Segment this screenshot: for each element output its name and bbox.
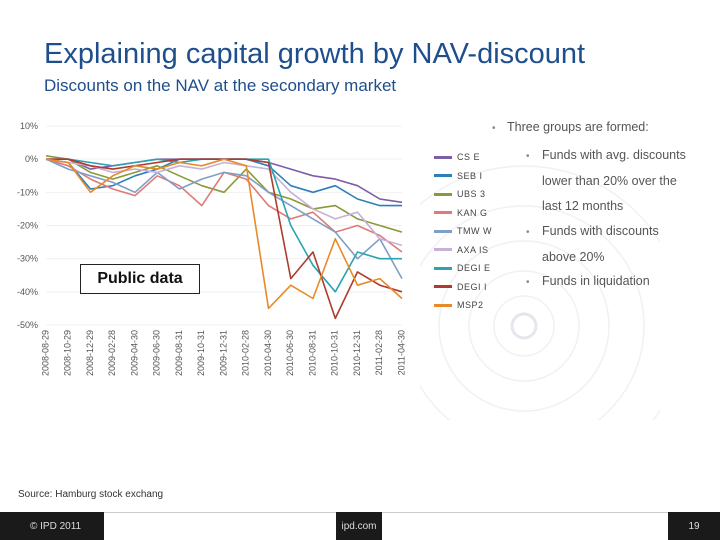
decorative-circles xyxy=(420,165,660,420)
series-line-tmw-w xyxy=(45,158,403,279)
slide-subtitle: Discounts on the NAV at the secondary ma… xyxy=(44,76,397,95)
legend-label: DEGI E xyxy=(457,263,491,273)
legend-label: AXA IS xyxy=(457,244,489,255)
bullet-dot: • xyxy=(526,227,530,238)
bullet-group1-line3: last 12 months xyxy=(542,199,624,213)
legend-item: TMW W xyxy=(434,224,492,238)
series-line-ubs-3 xyxy=(45,155,403,233)
legend-label: TMW W xyxy=(457,226,492,236)
legend-swatch xyxy=(434,303,452,307)
x-tick-label: 2010-02-28 xyxy=(241,330,251,376)
footer-url[interactable]: ipd.com xyxy=(336,512,382,540)
series-line-msp2 xyxy=(45,158,403,310)
series-line-cs-e xyxy=(46,158,403,204)
y-tick-label: -40% xyxy=(17,287,38,297)
x-tick-label: 2010-06-30 xyxy=(285,330,295,376)
legend-label: KAN G xyxy=(457,207,488,218)
x-tick-label: 2010-12-31 xyxy=(352,330,362,376)
x-tick-label: 2009-12-31 xyxy=(218,330,228,376)
x-tick-label: 2009-10-31 xyxy=(196,330,206,376)
slide-title: Explaining capital growth by NAV-discoun… xyxy=(44,38,586,70)
footer-copyright: © IPD 2011 xyxy=(0,512,104,540)
public-data-label: Public data xyxy=(80,264,200,294)
legend-item: UBS 3 xyxy=(434,187,486,201)
legend-swatch xyxy=(434,266,452,270)
legend-swatch xyxy=(434,285,452,288)
legend-swatch xyxy=(434,192,452,196)
x-tick-label: 2011-02-28 xyxy=(374,330,384,375)
bullet-group2-line2: above 20% xyxy=(542,250,605,264)
bullet-group1-line2: lower than 20% over the xyxy=(542,174,677,188)
x-tick-label: 2009-02-28 xyxy=(107,330,117,376)
bullet-intro: Three groups are formed: xyxy=(507,120,649,134)
y-tick-label: -30% xyxy=(17,254,38,264)
legend-swatch xyxy=(434,174,452,177)
legend-swatch xyxy=(434,211,452,214)
legend-item: MSP2 xyxy=(434,298,484,312)
legend-item: DEGI E xyxy=(434,261,491,275)
legend-swatch xyxy=(434,155,452,159)
footer: © IPD 2011 ipd.com 19 xyxy=(0,512,720,540)
bullet-group1-line1: Funds with avg. discounts xyxy=(542,148,686,162)
x-tick-label: 2009-04-30 xyxy=(129,330,139,376)
source-note: Source: Hamburg stock exchang xyxy=(18,489,164,500)
x-tick-label: 2008-10-29 xyxy=(63,330,73,376)
bullet-group2-line1: Funds with discounts xyxy=(542,224,659,238)
y-tick-label: -10% xyxy=(17,187,38,197)
x-tick-label: 2010-08-31 xyxy=(307,330,317,376)
legend-item: SEB I xyxy=(434,169,483,183)
legend-item: AXA IS xyxy=(434,243,489,257)
bullet-dot: • xyxy=(492,123,496,134)
x-tick-label: 2008-12-29 xyxy=(85,330,95,376)
x-tick-label: 2009-06-30 xyxy=(152,330,162,376)
x-tick-label: 2008-08-29 xyxy=(40,330,50,376)
x-tick-label: 2009-08-31 xyxy=(174,330,184,376)
x-tick-label: 2011-04-30 xyxy=(396,330,406,375)
y-tick-label: 10% xyxy=(20,121,38,131)
legend-swatch xyxy=(434,248,452,251)
footer-page-number: 19 xyxy=(668,512,720,540)
legend-item: KAN G xyxy=(434,206,488,220)
y-tick-label: -50% xyxy=(17,320,38,330)
legend-label: DEGI I xyxy=(457,281,488,292)
legend-item: DEGI I xyxy=(434,280,487,294)
legend-label: MSP2 xyxy=(457,300,484,310)
x-tick-label: 2010-10-31 xyxy=(330,330,340,376)
legend-label: SEB I xyxy=(457,170,483,181)
legend-label: UBS 3 xyxy=(457,189,486,199)
y-tick-label: -20% xyxy=(17,221,38,231)
legend-label: CS E xyxy=(457,152,481,162)
bullet-dot: • xyxy=(526,277,530,288)
nav-discount-chart: 10% 0% -10% -20% -30% -40% -50% 2008-08-29 2008… xyxy=(17,121,406,376)
y-tick-label: 0% xyxy=(25,154,38,164)
series-line-axa-is xyxy=(45,158,403,247)
legend-item: CS E xyxy=(434,150,480,164)
bullet-group3-line1: Funds in liquidation xyxy=(542,274,650,288)
legend-swatch xyxy=(434,229,452,233)
bullet-dot: • xyxy=(526,151,530,162)
x-tick-label: 2010-04-30 xyxy=(263,330,273,376)
